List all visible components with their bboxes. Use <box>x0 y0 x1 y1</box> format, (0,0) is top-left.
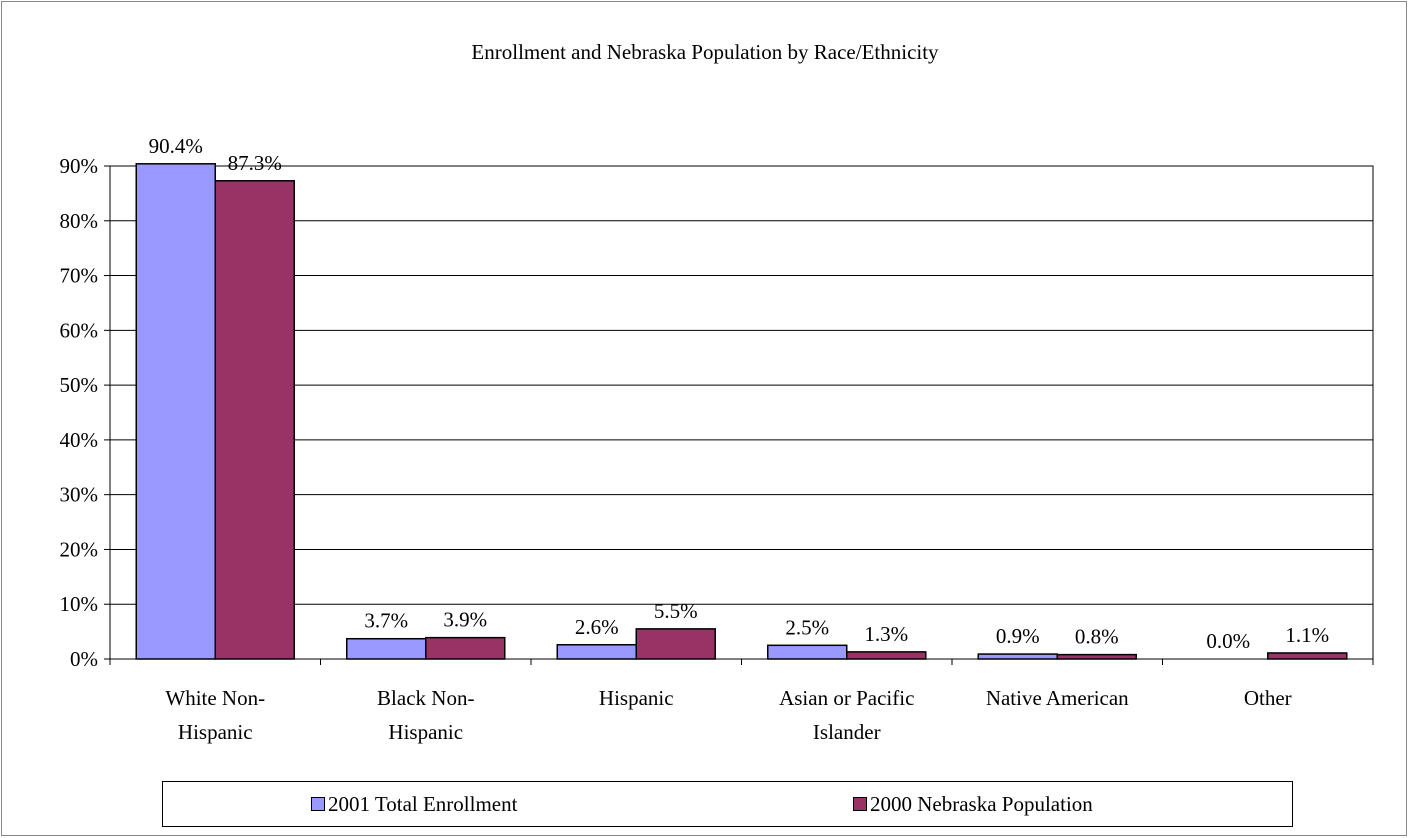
y-tick-label: 60% <box>60 318 99 342</box>
legend-swatch-population <box>853 797 867 811</box>
y-tick-label: 30% <box>60 483 99 507</box>
y-tick-label: 40% <box>60 428 99 452</box>
x-category-label: Hispanic <box>599 686 674 710</box>
bar <box>846 651 927 660</box>
y-tick-label: 70% <box>60 264 99 288</box>
data-label: 0.9% <box>996 624 1040 648</box>
y-tick-label: 10% <box>60 592 99 616</box>
data-label: 0.0% <box>1206 629 1250 653</box>
bar <box>425 636 506 660</box>
legend-swatch-enrollment <box>311 797 325 811</box>
data-label: 90.4% <box>149 134 203 158</box>
legend-item-population: 2000 Nebraska Population <box>853 782 1093 826</box>
bar <box>556 644 637 660</box>
x-category-label: Asian or Pacific <box>779 686 914 710</box>
bar <box>346 637 427 660</box>
bar <box>1056 653 1137 660</box>
bar <box>135 163 216 660</box>
bar <box>767 644 848 660</box>
data-label: 2.5% <box>785 615 829 639</box>
x-category-label: Islander <box>813 720 881 744</box>
x-category-label: Hispanic <box>178 720 253 744</box>
data-label: 87.3% <box>228 151 282 175</box>
x-category-label: Black Non- <box>377 686 474 710</box>
bar <box>635 628 716 660</box>
plot-area <box>109 165 1374 660</box>
y-tick-label: 90% <box>60 154 99 178</box>
bar <box>214 180 295 660</box>
chart-legend: 2001 Total Enrollment 2000 Nebraska Popu… <box>162 781 1293 827</box>
legend-item-enrollment: 2001 Total Enrollment <box>311 782 517 826</box>
chart-title: Enrollment and Nebraska Population by Ra… <box>471 40 939 64</box>
bar <box>977 653 1058 660</box>
data-label: 1.3% <box>864 622 908 646</box>
data-label: 3.7% <box>364 609 408 633</box>
x-category-label: Other <box>1244 686 1292 710</box>
data-label: 5.5% <box>654 599 698 623</box>
y-tick-label: 80% <box>60 209 99 233</box>
data-label: 2.6% <box>575 615 619 639</box>
data-label: 0.8% <box>1075 625 1119 649</box>
legend-label-population: 2000 Nebraska Population <box>870 791 1093 816</box>
x-category-label: Native American <box>986 686 1129 710</box>
x-category-label: Hispanic <box>388 720 463 744</box>
y-tick-label: 0% <box>70 647 98 671</box>
bar <box>1267 652 1348 660</box>
x-category-label: White Non- <box>165 686 265 710</box>
data-label: 1.1% <box>1285 623 1329 647</box>
legend-label-enrollment: 2001 Total Enrollment <box>328 791 518 816</box>
data-label: 3.9% <box>443 608 487 632</box>
y-tick-label: 20% <box>60 537 99 561</box>
y-tick-label: 50% <box>60 373 99 397</box>
